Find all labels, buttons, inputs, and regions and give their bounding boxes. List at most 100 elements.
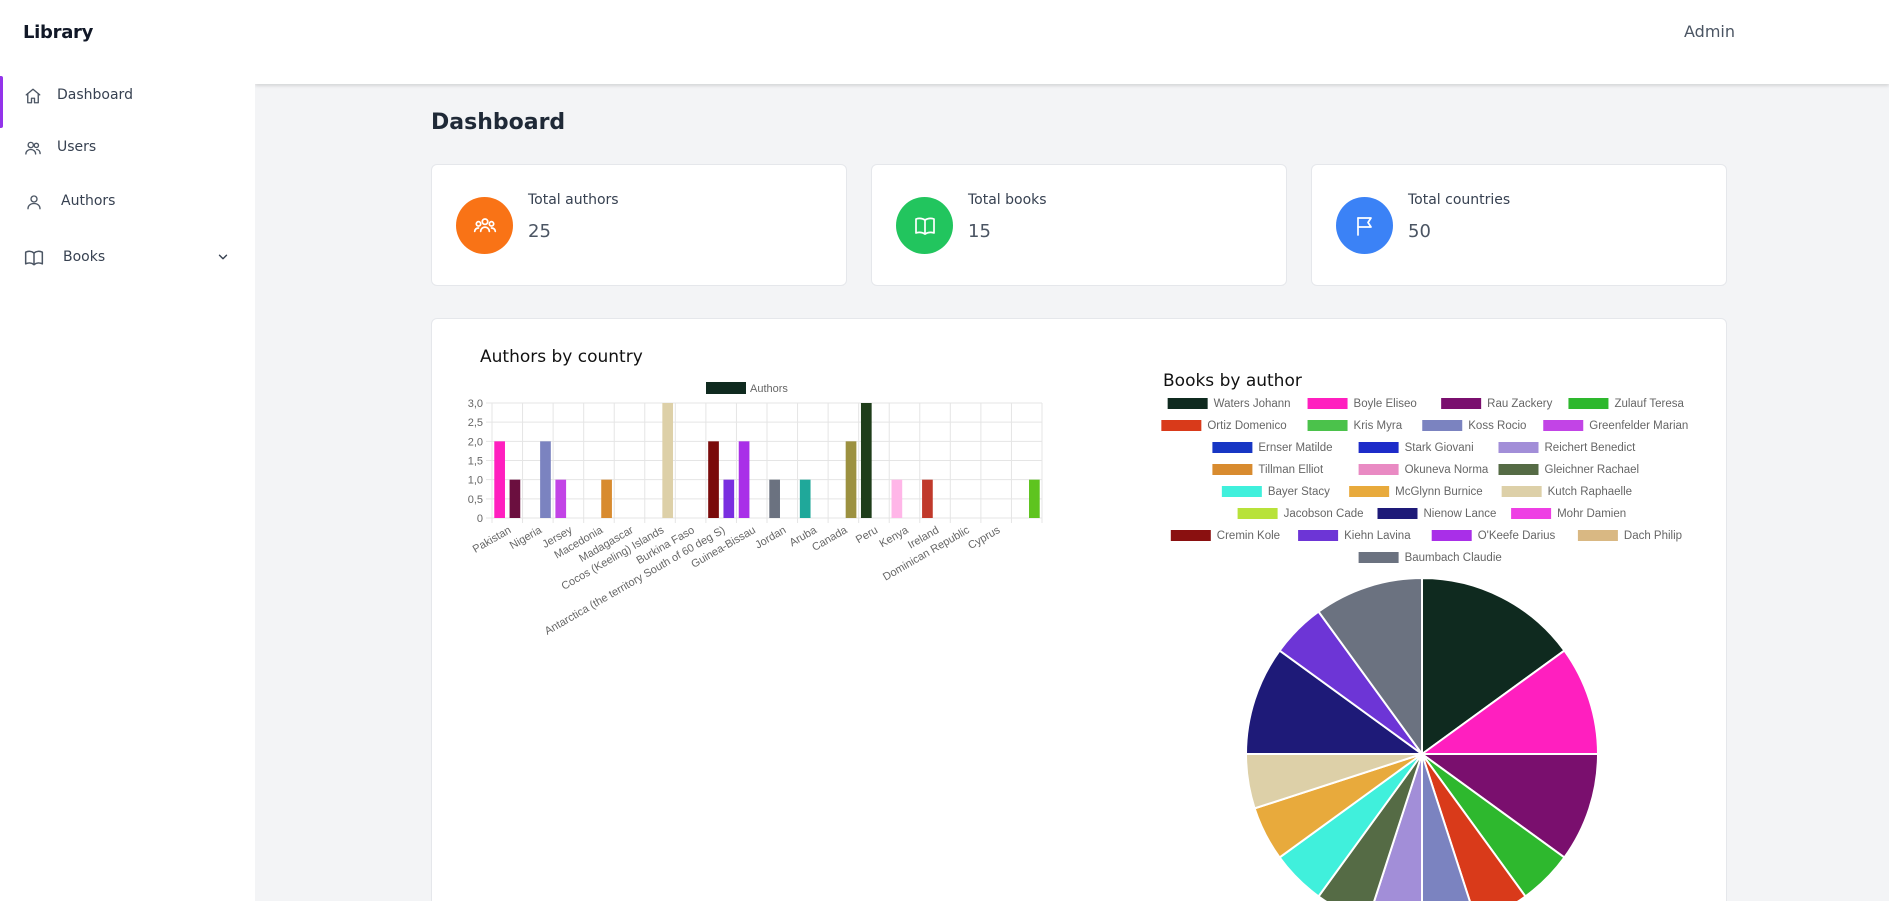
legend-label: Baumbach Claudie bbox=[1405, 552, 1502, 564]
legend-label: Mohr Damien bbox=[1557, 508, 1626, 520]
stat-value: 50 bbox=[1408, 221, 1431, 242]
app-brand: Library bbox=[23, 22, 94, 43]
legend-swatch bbox=[1422, 420, 1463, 431]
legend-swatch bbox=[1349, 486, 1390, 497]
legend-label: Boyle Eliseo bbox=[1354, 398, 1417, 410]
legend-label: Rau Zackery bbox=[1487, 398, 1552, 410]
legend-swatch bbox=[1498, 442, 1539, 453]
sidebar-item-dashboard[interactable]: Dashboard bbox=[0, 76, 255, 128]
legend-swatch bbox=[1543, 420, 1584, 431]
pie-slice bbox=[1421, 579, 1566, 756]
legend-swatch bbox=[1377, 508, 1418, 519]
sidebar-item-label: Users bbox=[57, 139, 97, 155]
sidebar-item-label: Authors bbox=[61, 193, 116, 209]
y-tick-label: 2,0 bbox=[468, 436, 483, 448]
y-tick-label: 1,5 bbox=[468, 456, 483, 468]
sidebar-item-label: Books bbox=[63, 249, 106, 265]
legend-swatch bbox=[1498, 464, 1539, 475]
y-tick-label: 3,0 bbox=[468, 398, 483, 410]
pie-slice bbox=[1244, 649, 1426, 755]
bar bbox=[1029, 479, 1040, 518]
stat-label: Total books bbox=[968, 192, 1047, 208]
legend-swatch-authors bbox=[706, 382, 746, 394]
stat-label: Total countries bbox=[1408, 192, 1511, 208]
legend-swatch bbox=[1441, 398, 1482, 409]
home-icon bbox=[23, 86, 43, 106]
stat-value: 15 bbox=[968, 221, 991, 242]
user-icon bbox=[24, 192, 44, 212]
bar bbox=[601, 479, 612, 518]
legend-label: Ernser Matilde bbox=[1258, 442, 1332, 454]
legend-swatch bbox=[1358, 552, 1399, 563]
charts-panel: Authors by country Books by author Autho… bbox=[431, 318, 1727, 901]
legend-label: Koss Rocio bbox=[1468, 420, 1526, 432]
x-tick-label: Canada bbox=[810, 524, 850, 554]
legend-label: Nienow Lance bbox=[1424, 508, 1497, 520]
legend-label: Okuneva Norma bbox=[1405, 464, 1489, 476]
book-icon bbox=[24, 248, 44, 268]
y-tick-label: 0 bbox=[477, 513, 483, 525]
bar bbox=[738, 441, 750, 518]
sidebar-item-users[interactable]: Users bbox=[0, 128, 255, 168]
bar bbox=[555, 479, 567, 518]
stat-card-books: Total books 15 bbox=[871, 164, 1287, 286]
bar bbox=[509, 479, 521, 518]
legend-swatch bbox=[1431, 530, 1472, 541]
legend-swatch bbox=[1358, 442, 1399, 453]
legend-label: Cremin Kole bbox=[1217, 530, 1280, 542]
page-title: Dashboard bbox=[431, 110, 566, 135]
stat-label: Total authors bbox=[528, 192, 619, 208]
legend-swatch bbox=[1212, 442, 1253, 453]
legend-swatch bbox=[1358, 464, 1399, 475]
stat-value: 25 bbox=[528, 221, 551, 242]
y-tick-label: 1,0 bbox=[468, 475, 483, 487]
bar bbox=[860, 403, 872, 518]
legend-swatch bbox=[1237, 508, 1278, 519]
legend-swatch bbox=[1221, 486, 1262, 497]
legend-label: Jacobson Cade bbox=[1284, 508, 1364, 520]
legend-label: Zulauf Teresa bbox=[1614, 398, 1684, 410]
sidebar: Library Dashboard Users Authors Books bbox=[0, 0, 255, 901]
users-icon bbox=[456, 197, 513, 254]
legend-label: Gleichner Rachael bbox=[1545, 464, 1640, 476]
legend-label: Stark Giovani bbox=[1405, 442, 1474, 454]
x-tick-label: Jordan bbox=[753, 524, 788, 551]
pie-slice bbox=[1317, 579, 1423, 758]
legend-swatch bbox=[1511, 508, 1552, 519]
bar bbox=[922, 479, 933, 518]
bar bbox=[662, 403, 674, 518]
legend-label: Reichert Benedict bbox=[1545, 442, 1637, 454]
bar bbox=[708, 441, 719, 518]
legend-label: Dach Philip bbox=[1624, 530, 1682, 542]
legend-label: Waters Johann bbox=[1214, 398, 1291, 410]
legend-label: McGlynn Burnice bbox=[1395, 486, 1483, 498]
x-tick-label: Kenya bbox=[878, 524, 912, 550]
legend-swatch bbox=[1167, 398, 1208, 409]
x-tick-label: Peru bbox=[854, 524, 880, 546]
bar bbox=[723, 479, 735, 518]
x-tick-label: Cyprus bbox=[966, 524, 1003, 552]
legend-label: Greenfelder Marian bbox=[1589, 420, 1688, 432]
books-by-author-legend: Waters Johann Boyle Eliseo Rau Zackery Zula… bbox=[1161, 398, 1688, 564]
legend-label: O'Keefe Darius bbox=[1478, 530, 1556, 542]
legend-label: Kris Myra bbox=[1354, 420, 1403, 432]
chart-title-books-by-author: Books by author bbox=[1163, 371, 1302, 391]
legend-swatch bbox=[1212, 464, 1253, 475]
legend-swatch bbox=[1307, 398, 1348, 409]
legend-swatch bbox=[1501, 486, 1542, 497]
top-bar: Admin bbox=[255, 0, 1889, 84]
legend-swatch bbox=[1161, 420, 1202, 431]
books-by-author-chart bbox=[1244, 579, 1600, 901]
bar bbox=[769, 479, 780, 518]
legend-swatch bbox=[1298, 530, 1339, 541]
chevron-down-icon[interactable] bbox=[216, 250, 230, 264]
legend-swatch bbox=[1577, 530, 1618, 541]
pie-slice bbox=[1418, 649, 1600, 755]
bar bbox=[891, 479, 903, 518]
legend-swatch bbox=[1568, 398, 1609, 409]
sidebar-item-books[interactable]: Books bbox=[0, 238, 255, 278]
sidebar-item-authors[interactable]: Authors bbox=[0, 182, 255, 222]
legend-swatch bbox=[1307, 420, 1348, 431]
legend-swatch bbox=[1170, 530, 1211, 541]
user-menu[interactable]: Admin bbox=[1684, 22, 1735, 41]
